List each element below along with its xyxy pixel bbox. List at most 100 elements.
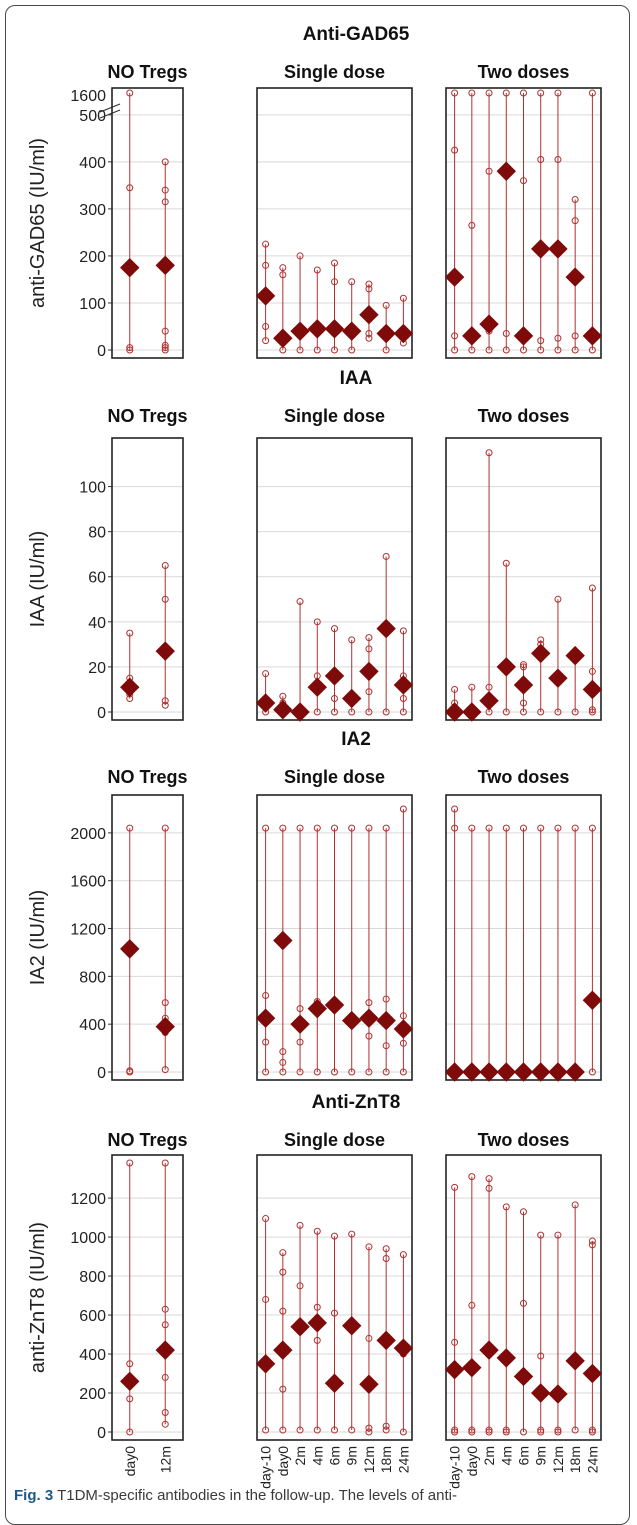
median-marker bbox=[496, 657, 516, 677]
data-point bbox=[313, 266, 321, 274]
median-marker bbox=[290, 321, 310, 341]
x-tick-label: 24m bbox=[395, 1446, 411, 1473]
data-point bbox=[399, 1068, 407, 1076]
data-point bbox=[485, 167, 493, 175]
panel-frame bbox=[445, 87, 602, 359]
median-marker bbox=[444, 1359, 465, 1380]
data-point bbox=[262, 991, 270, 999]
panel-title: NO Tregs bbox=[107, 1130, 187, 1150]
median-marker bbox=[479, 1340, 499, 1360]
data-point bbox=[161, 341, 169, 349]
data-point bbox=[331, 278, 338, 286]
median-marker bbox=[548, 1062, 568, 1082]
data-point bbox=[382, 1426, 390, 1434]
panel-title: Single dose bbox=[284, 767, 385, 787]
data-point bbox=[537, 1426, 545, 1434]
data-point bbox=[537, 708, 545, 716]
y-tick-label: 400 bbox=[79, 1017, 106, 1034]
data-point bbox=[161, 701, 169, 709]
data-point bbox=[382, 1068, 390, 1076]
panel-frame bbox=[256, 87, 413, 359]
median-marker bbox=[359, 305, 379, 325]
panel-title: Single dose bbox=[284, 406, 385, 426]
panel-frame bbox=[256, 794, 413, 1081]
median-marker bbox=[496, 1348, 516, 1368]
data-point bbox=[313, 1303, 321, 1311]
data-point bbox=[161, 1066, 169, 1074]
data-point bbox=[571, 346, 579, 354]
panel-title: NO Tregs bbox=[107, 767, 187, 787]
data-point bbox=[485, 1184, 493, 1192]
data-point bbox=[588, 1426, 596, 1434]
data-point bbox=[296, 1068, 304, 1076]
data-point bbox=[399, 1012, 407, 1020]
data-point bbox=[313, 1068, 321, 1076]
data-point bbox=[313, 1227, 321, 1235]
data-point bbox=[537, 156, 545, 163]
data-point bbox=[126, 184, 134, 192]
data-point bbox=[161, 697, 169, 705]
x-tick-label: 6m bbox=[327, 1446, 343, 1465]
data-point bbox=[451, 332, 459, 340]
data-point bbox=[588, 1068, 596, 1076]
panel-frame bbox=[445, 1154, 602, 1441]
median-marker bbox=[582, 1363, 603, 1384]
data-point bbox=[331, 1068, 338, 1076]
median-marker bbox=[342, 688, 362, 709]
median-marker bbox=[513, 1366, 534, 1387]
median-marker bbox=[444, 1062, 465, 1082]
y-tick-label: 400 bbox=[79, 1347, 106, 1364]
chart-title: Anti-ZnT8 bbox=[312, 1092, 401, 1113]
data-point bbox=[554, 595, 562, 603]
data-point bbox=[399, 708, 407, 716]
median-marker bbox=[513, 326, 534, 346]
y-tick-label: 200 bbox=[79, 249, 106, 266]
data-point bbox=[279, 1426, 287, 1434]
caption-text: T1DM-specific antibodies in the follow-u… bbox=[57, 1487, 457, 1504]
median-marker bbox=[376, 1010, 396, 1031]
data-point bbox=[571, 332, 579, 340]
data-point bbox=[331, 625, 338, 633]
data-point bbox=[126, 89, 134, 97]
panel-title: Two doses bbox=[478, 406, 570, 426]
data-point bbox=[485, 449, 493, 457]
data-point bbox=[520, 663, 527, 671]
median-marker bbox=[565, 645, 585, 666]
x-tick-label: 9m bbox=[344, 1446, 360, 1465]
data-point bbox=[331, 259, 338, 267]
data-point bbox=[382, 552, 390, 560]
median-marker bbox=[462, 1357, 482, 1378]
y-tick-label: 1600 bbox=[70, 874, 106, 891]
median-marker bbox=[155, 255, 175, 276]
data-point bbox=[126, 1395, 134, 1403]
panel-title: Two doses bbox=[478, 62, 570, 82]
median-marker bbox=[342, 321, 362, 341]
data-point bbox=[554, 346, 562, 354]
x-tick-label: 12m bbox=[361, 1446, 377, 1473]
panel-frame bbox=[111, 437, 184, 721]
panel-title: NO Tregs bbox=[107, 62, 187, 82]
x-tick-label: 9m bbox=[533, 1446, 549, 1465]
data-point bbox=[365, 999, 373, 1007]
y-axis-label: IAA (IU/ml) bbox=[27, 531, 49, 628]
data-point bbox=[126, 344, 134, 352]
data-point bbox=[588, 1237, 596, 1245]
data-point bbox=[485, 1175, 493, 1183]
median-marker bbox=[444, 702, 465, 722]
data-point bbox=[262, 1068, 270, 1076]
data-point bbox=[468, 1428, 476, 1436]
data-point bbox=[451, 1338, 459, 1346]
data-point bbox=[126, 1428, 134, 1436]
median-marker bbox=[548, 668, 568, 688]
data-point bbox=[588, 667, 596, 675]
data-point bbox=[331, 1309, 338, 1317]
data-point bbox=[520, 708, 527, 716]
data-point bbox=[537, 89, 545, 97]
data-point bbox=[365, 1243, 373, 1251]
y-tick-label: 600 bbox=[79, 1308, 106, 1325]
median-marker bbox=[462, 1062, 482, 1082]
median-marker bbox=[324, 319, 345, 339]
data-point bbox=[399, 1039, 407, 1047]
median-marker bbox=[255, 1008, 276, 1028]
chart-title: IA2 bbox=[341, 729, 371, 750]
